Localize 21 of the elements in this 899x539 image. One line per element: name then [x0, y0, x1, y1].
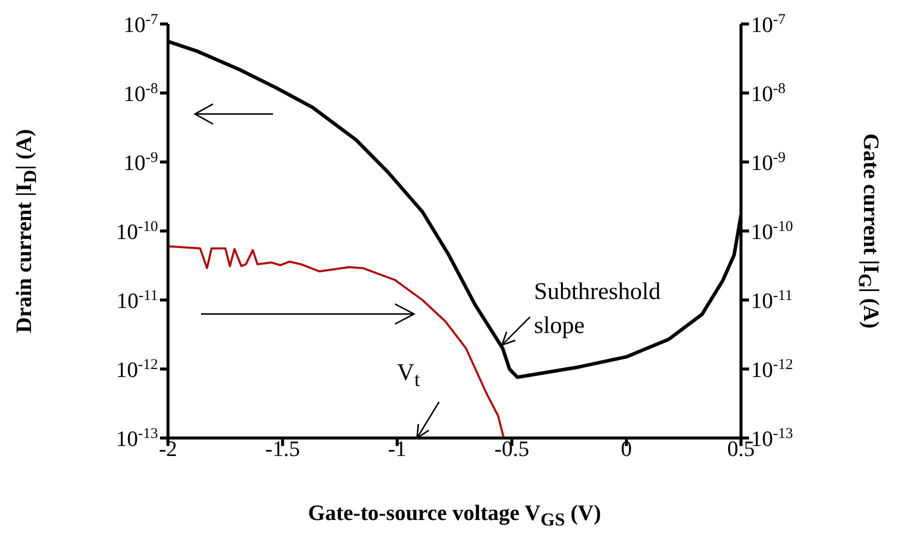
y-tick-label: 10$^{-12}$	[116, 357, 158, 382]
y-tick-label: 10$^{-7}$	[124, 12, 158, 37]
text: 10$^{-7}$	[751, 12, 786, 37]
x-tick-label: -1.5	[265, 436, 300, 461]
text: 10$^{-12}$	[751, 357, 793, 382]
annotation: V$_{t}$	[397, 359, 421, 393]
annotation: Subthreshold slope	[534, 278, 662, 341]
text: 10$^{-9}$	[751, 150, 786, 175]
y-tick-label: 10$^{-10}$	[116, 219, 158, 244]
text: 10$^{-10}$	[751, 219, 793, 244]
line-series	[168, 245, 505, 438]
y-tick-label: 10$^{-8}$	[124, 81, 158, 106]
x-tick-label: 0	[620, 436, 632, 461]
text: 10$^{-8}$	[751, 81, 786, 106]
text: 10$^{-11}$	[751, 288, 792, 313]
y-tick-label: 10$^{-9}$	[124, 150, 158, 175]
x-axis-title: Gate-to-source voltage V$_{GS}$ (V)	[306, 500, 602, 530]
y-tick-label: 10$^{-11}$	[116, 288, 158, 313]
x-tick-label: -0.5	[494, 436, 530, 461]
y-tick-label: 10$^{-13}$	[116, 426, 158, 451]
x-tick-label: -1	[388, 436, 406, 461]
